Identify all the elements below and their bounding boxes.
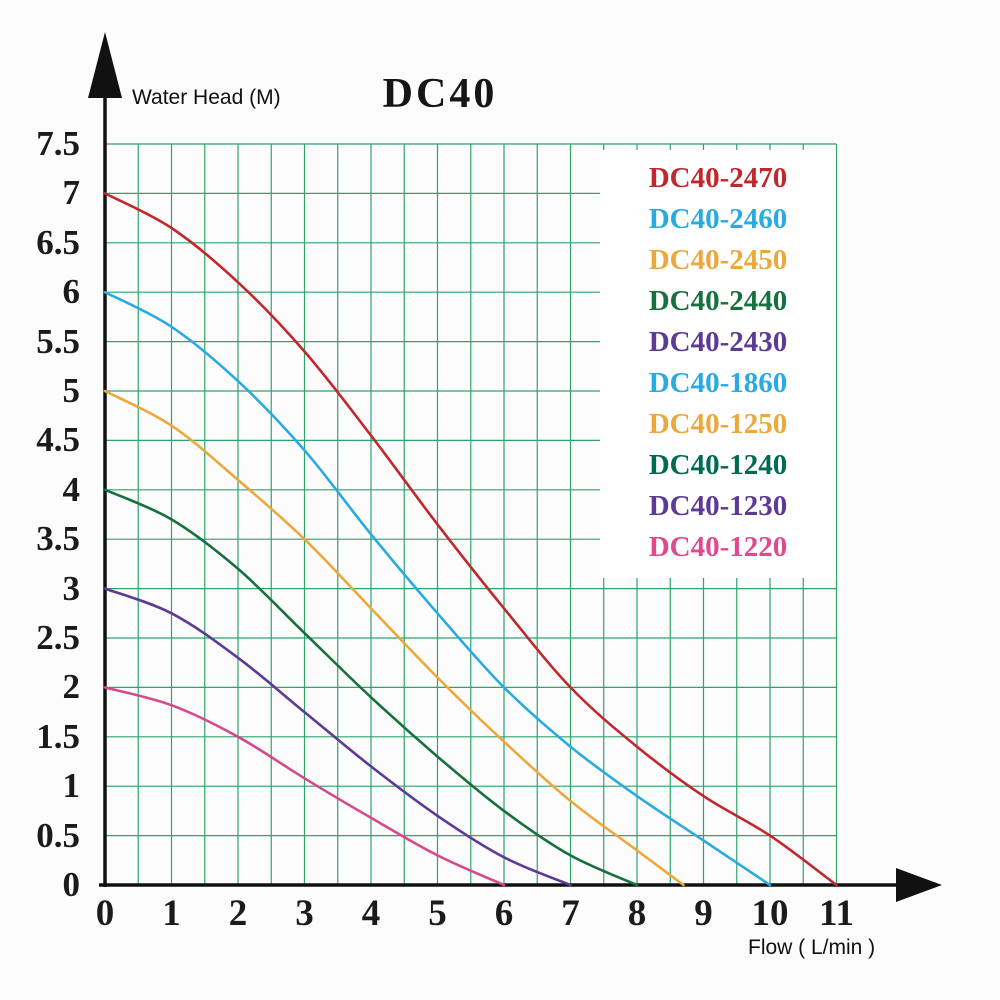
x-tick-label: 7 — [561, 893, 580, 934]
y-tick-label: 7.5 — [36, 124, 80, 163]
y-tick-label: 4 — [62, 469, 81, 509]
curve-DC40-2450 — [103, 389, 685, 887]
legend-entry: DC40-1250 — [648, 408, 788, 440]
x-tick-label: 8 — [627, 893, 647, 934]
y-tick-label: 3.5 — [36, 519, 80, 559]
x-tick-label: 6 — [494, 893, 514, 934]
y-tick-label: 1 — [62, 766, 81, 806]
y-tick-label: 5.5 — [36, 321, 80, 361]
x-tick-label: 4 — [361, 893, 381, 934]
y-tick-label: 4.5 — [36, 420, 80, 460]
legend-entry: DC40-1240 — [648, 449, 788, 481]
x-tick-label: 11 — [819, 893, 854, 934]
legend-entry: DC40-2440 — [648, 285, 788, 317]
x-tick-label: 2 — [228, 893, 248, 934]
x-axis-arrowhead-icon — [896, 868, 942, 902]
curve-DC40-1220 — [103, 686, 506, 887]
y-axis-arrowhead-icon — [88, 32, 122, 98]
legend-entry: DC40-2470 — [648, 162, 788, 194]
legend-entry: DC40-2450 — [648, 244, 788, 276]
legend-entry: DC40-1230 — [648, 490, 788, 522]
y-tick-label: 3 — [62, 568, 81, 608]
y-axis-title: Water Head (M) — [132, 86, 281, 109]
curve-DC40-2440 — [103, 488, 639, 887]
y-tick-label: 0.5 — [36, 815, 80, 855]
x-tick-label: 1 — [162, 893, 181, 934]
y-tick-label: 5 — [62, 371, 81, 410]
curve-DC40-2470 — [103, 192, 838, 887]
y-tick-label: 7 — [62, 173, 81, 213]
x-axis-title: Flow ( L/min ) — [748, 936, 876, 959]
x-tick-label: 5 — [428, 893, 447, 934]
y-tick-label: 6 — [62, 272, 81, 312]
chart-title: DC40 — [382, 71, 498, 117]
x-tick-label: 9 — [694, 893, 713, 934]
legend-entry: DC40-2430 — [648, 326, 788, 358]
y-tick-label: 2.5 — [36, 618, 80, 657]
curve-DC40-2460 — [103, 290, 772, 887]
legend-entry: DC40-1220 — [648, 531, 788, 563]
curve-DC40-2430 — [103, 587, 572, 887]
x-tick-label: 3 — [295, 893, 314, 934]
legend-entry: DC40-1860 — [648, 367, 788, 399]
y-tick-label: 0 — [62, 865, 81, 904]
y-tick-label: 6.5 — [36, 222, 80, 262]
x-tick-label: 10 — [751, 893, 789, 934]
x-tick-label: 0 — [95, 893, 115, 934]
y-tick-label: 2 — [62, 667, 81, 707]
legend-entry: DC40-2460 — [648, 203, 788, 235]
y-tick-label: 1.5 — [36, 716, 80, 756]
chart-legend: DC40-2470 DC40-2460 DC40-2450 DC40-2440 DC40… — [600, 150, 836, 578]
